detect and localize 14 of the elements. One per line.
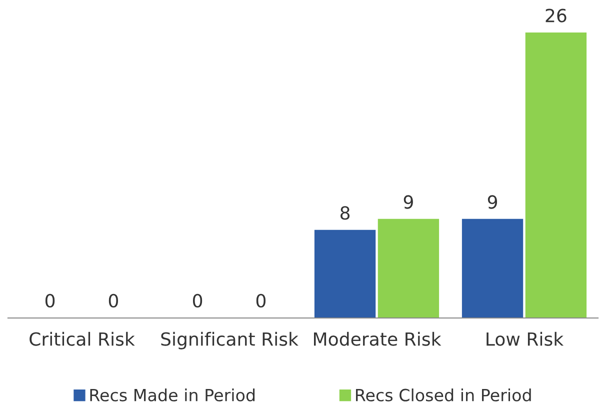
data-label: 0 <box>256 294 266 308</box>
data-label: 26 <box>546 8 566 22</box>
legend-label: Recs Closed in Period <box>356 388 531 402</box>
data-label: 8 <box>340 206 350 220</box>
data-label: 9 <box>404 195 413 209</box>
data-label: 0 <box>108 294 118 308</box>
data-label: 0 <box>45 294 55 308</box>
x-tick-label: Moderate Risk <box>314 332 442 346</box>
legend-label: Recs Made in Period <box>90 388 255 402</box>
x-tick-label: Low Risk <box>486 332 564 346</box>
data-label: 9 <box>488 195 498 209</box>
x-tick-label: Critical Risk <box>30 332 135 346</box>
x-tick-label: Significant Risk <box>161 332 298 350</box>
data-label: 0 <box>192 294 202 308</box>
